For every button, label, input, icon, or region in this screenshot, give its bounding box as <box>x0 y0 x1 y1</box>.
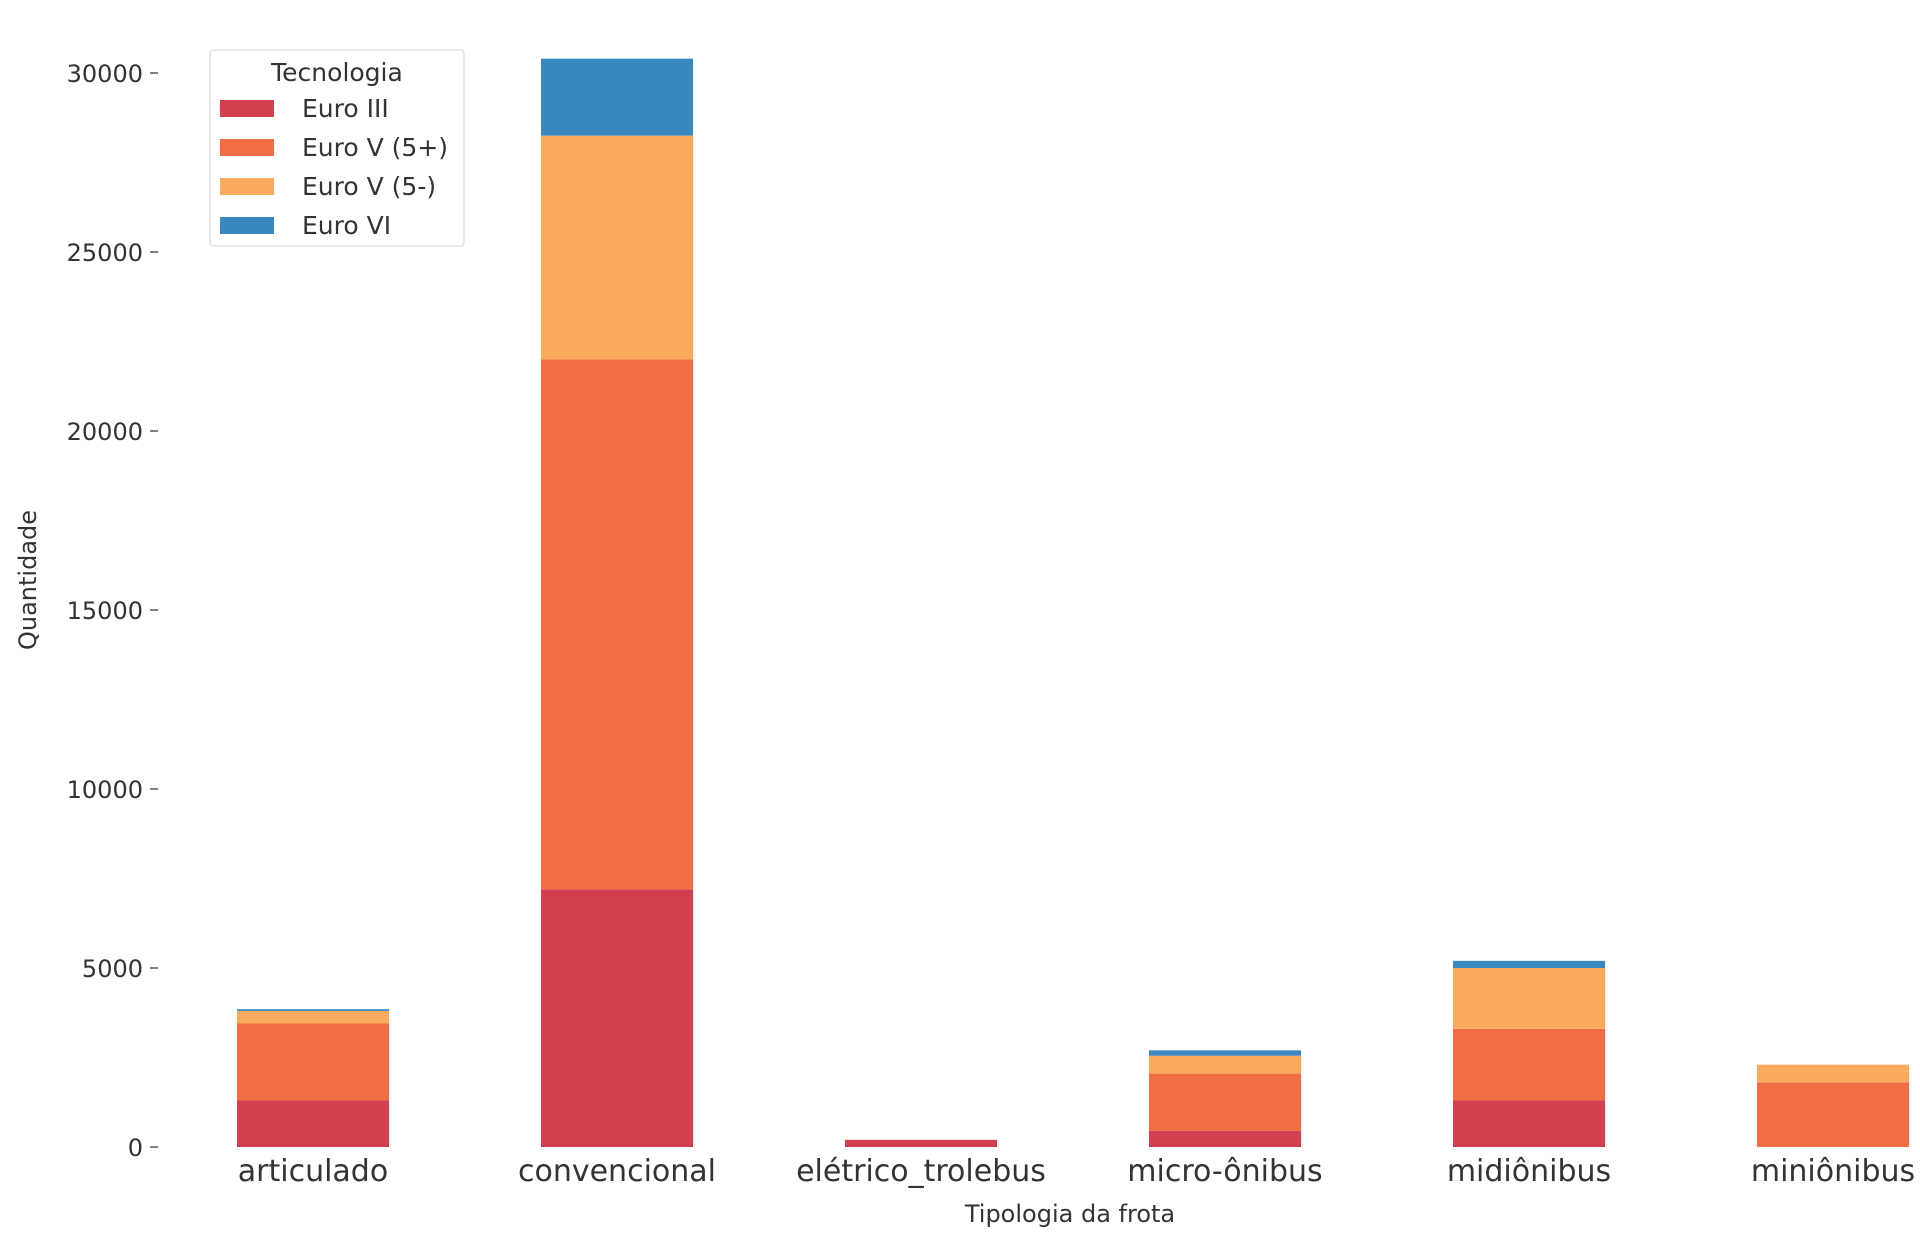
bar-segment <box>1453 1028 1605 1101</box>
y-tick-label: 15000 <box>67 597 143 625</box>
bar-segment <box>541 359 693 890</box>
x-tick-label: micro-ônibus <box>1127 1154 1322 1189</box>
x-tick-label: midiônibus <box>1447 1154 1611 1189</box>
legend-label: Euro III <box>302 94 389 123</box>
bar-stack-4 <box>1453 960 1605 1147</box>
bar-segment <box>541 135 693 360</box>
bar-segment <box>541 58 693 136</box>
legend-swatch <box>220 178 274 195</box>
bar-segment <box>237 1009 389 1011</box>
x-tick-label: articulado <box>238 1154 388 1189</box>
bar-stack-1 <box>541 58 693 1147</box>
x-tick-label: convencional <box>518 1154 716 1189</box>
bar-segment <box>1149 1130 1301 1147</box>
legend-label: Euro V (5+) <box>302 133 448 162</box>
bar-segment <box>237 1100 389 1147</box>
bar-segment <box>1757 1082 1909 1147</box>
bar-segment <box>237 1023 389 1101</box>
legend-label: Euro V (5-) <box>302 172 436 201</box>
bar-stack-0 <box>237 1009 389 1147</box>
bar-segment <box>1453 968 1605 1029</box>
x-axis: articulado convencional elétrico_trolebus m… <box>238 1154 1915 1189</box>
x-tick-label: elétrico_trolebus <box>796 1154 1046 1189</box>
bars <box>237 58 1909 1147</box>
bar-stack-2 <box>845 1139 997 1147</box>
legend-items: Euro III Euro V (5+) Euro V (5-) Euro VI <box>220 94 448 240</box>
y-tick-label: 5000 <box>82 955 143 983</box>
legend-title: Tecnologia <box>270 58 403 87</box>
bar-segment <box>1453 960 1605 968</box>
bar-segment <box>1149 1050 1301 1056</box>
bar-segment <box>1149 1055 1301 1074</box>
bar-segment <box>1149 1073 1301 1131</box>
y-axis: 0 5000 10000 15000 20000 25000 30000 <box>67 60 158 1162</box>
legend-label: Euro VI <box>302 211 391 240</box>
legend-swatch <box>220 100 274 117</box>
bar-segment <box>1453 1100 1605 1147</box>
bar-segment <box>541 889 693 1147</box>
y-tick-label: 10000 <box>67 776 143 804</box>
legend-frame <box>209 49 465 247</box>
bar-segment <box>237 1010 389 1024</box>
bar-segment <box>1757 1064 1909 1083</box>
bar-segment <box>845 1139 997 1147</box>
legend: Tecnologia Euro III Euro V (5+) Euro V (5-… <box>209 49 465 247</box>
y-axis-title: Quantidade <box>14 510 42 650</box>
bar-stack-5 <box>1757 1064 1909 1147</box>
y-tick-label: 0 <box>128 1134 143 1162</box>
y-tick-label: 25000 <box>67 239 143 267</box>
legend-swatch <box>220 217 274 234</box>
x-axis-title: Tipologia da frota <box>964 1200 1175 1228</box>
bar-stack-3 <box>1149 1050 1301 1147</box>
legend-swatch <box>220 139 274 156</box>
x-tick-label: miniônibus <box>1751 1154 1915 1189</box>
y-tick-label: 30000 <box>67 60 143 88</box>
y-tick-label: 20000 <box>67 418 143 446</box>
